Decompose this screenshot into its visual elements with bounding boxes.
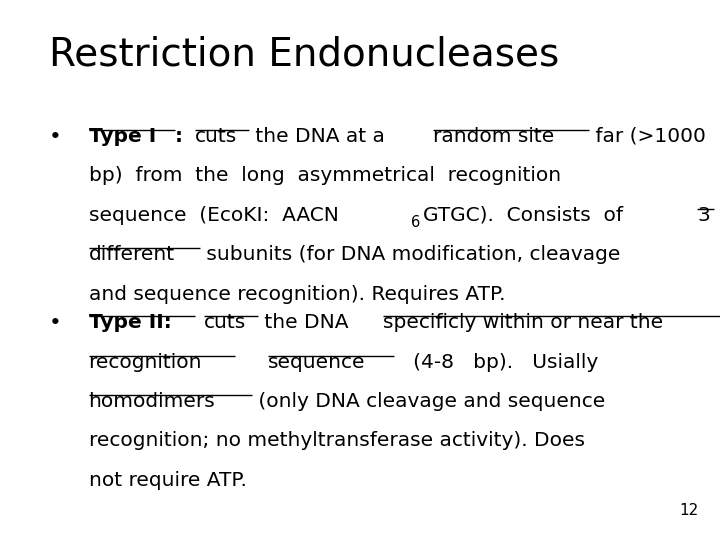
Text: (4-8   bp).   Usially: (4-8 bp). Usially bbox=[394, 353, 598, 372]
Text: far (>1000: far (>1000 bbox=[589, 127, 706, 146]
Text: recognition; no methyltransferase activity). Does: recognition; no methyltransferase activi… bbox=[89, 431, 585, 450]
Text: random site: random site bbox=[433, 127, 554, 146]
Text: Type II:: Type II: bbox=[89, 313, 171, 332]
Text: cuts: cuts bbox=[204, 313, 246, 332]
Text: GTGC).  Consists  of: GTGC). Consists of bbox=[423, 206, 636, 225]
Text: not require ATP.: not require ATP. bbox=[89, 471, 246, 490]
Text: subunits (for DNA modification, cleavage: subunits (for DNA modification, cleavage bbox=[199, 245, 620, 264]
Text: sequence  (EcoKI:  AACN: sequence (EcoKI: AACN bbox=[89, 206, 338, 225]
Text: (only DNA cleavage and sequence: (only DNA cleavage and sequence bbox=[252, 392, 606, 411]
Text: different: different bbox=[89, 245, 175, 264]
Text: Restriction Endonucleases: Restriction Endonucleases bbox=[49, 35, 559, 73]
Text: the DNA: the DNA bbox=[258, 313, 355, 332]
Text: 6: 6 bbox=[411, 215, 420, 231]
Text: bp)  from  the  long  asymmetrical  recognition: bp) from the long asymmetrical recogniti… bbox=[89, 166, 561, 185]
Text: 12: 12 bbox=[679, 503, 698, 518]
Text: Type I: Type I bbox=[89, 127, 156, 146]
Text: :: : bbox=[176, 127, 190, 146]
Text: cuts: cuts bbox=[194, 127, 237, 146]
Text: •: • bbox=[49, 127, 62, 147]
Text: •: • bbox=[49, 313, 62, 333]
Text: and sequence recognition). Requires ATP.: and sequence recognition). Requires ATP. bbox=[89, 285, 505, 303]
Text: 3: 3 bbox=[698, 206, 710, 225]
Text: recognition: recognition bbox=[89, 353, 202, 372]
Text: the DNA at a: the DNA at a bbox=[249, 127, 392, 146]
Text: sequence: sequence bbox=[268, 353, 366, 372]
Text: specificly within or near the: specificly within or near the bbox=[383, 313, 663, 332]
Text: homodimers: homodimers bbox=[89, 392, 215, 411]
